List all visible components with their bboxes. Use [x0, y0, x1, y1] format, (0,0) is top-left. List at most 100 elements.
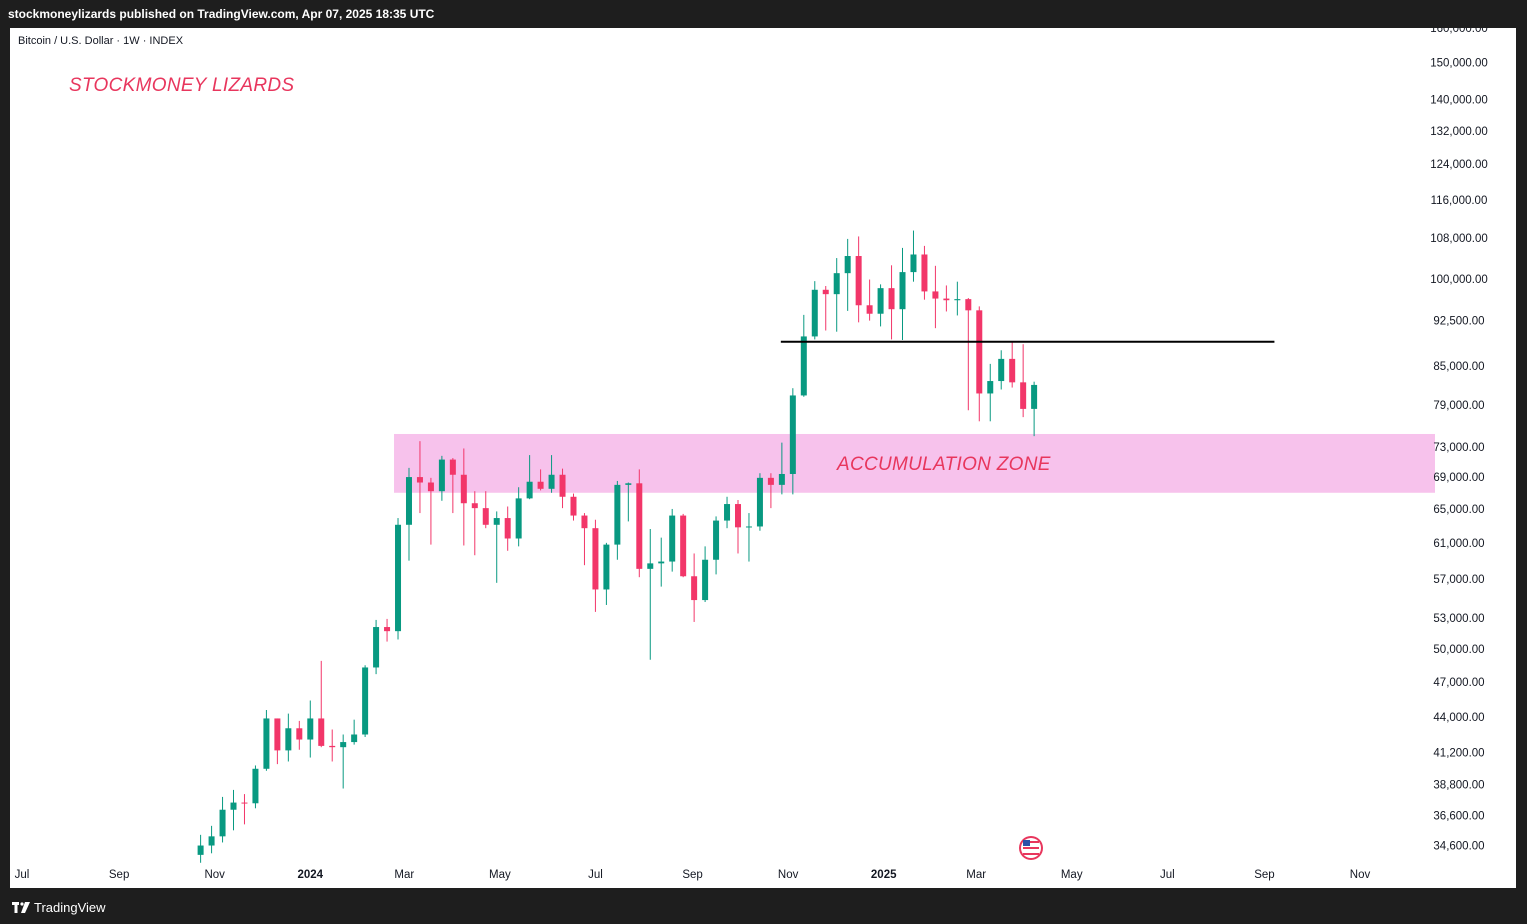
candle[interactable] [800, 314, 807, 397]
price-tick-label: 160,000.00 [1430, 28, 1488, 35]
candle[interactable] [658, 537, 665, 587]
candle[interactable] [197, 834, 204, 863]
candle[interactable] [745, 513, 752, 562]
candle[interactable] [482, 491, 489, 529]
candle-body [844, 256, 851, 274]
candle[interactable] [756, 473, 763, 531]
candle[interactable] [822, 285, 829, 331]
candle[interactable] [329, 729, 336, 762]
chart-frame[interactable]: 160,000.00 150,000.00 140,000.00 132,000.00… [10, 28, 1516, 888]
candle[interactable] [724, 496, 731, 529]
candle[interactable] [471, 491, 478, 556]
candle[interactable] [438, 455, 445, 501]
candle[interactable] [965, 298, 972, 411]
candle[interactable] [910, 230, 917, 282]
candle[interactable] [932, 265, 939, 329]
candle[interactable] [702, 546, 709, 603]
candle[interactable] [811, 281, 818, 340]
candle[interactable] [647, 529, 654, 660]
candle[interactable] [449, 458, 456, 514]
candle[interactable] [570, 493, 577, 521]
candle[interactable] [833, 258, 840, 332]
candle[interactable] [767, 473, 774, 509]
candle[interactable] [405, 467, 412, 561]
candle[interactable] [581, 513, 588, 566]
candle-body [460, 474, 467, 504]
candle[interactable] [504, 506, 511, 551]
candle[interactable] [713, 516, 720, 575]
candle[interactable] [548, 455, 555, 493]
candle[interactable] [954, 281, 961, 316]
time-tick-label: Jul [588, 869, 603, 881]
candle[interactable] [614, 480, 621, 560]
candle[interactable] [976, 306, 983, 422]
candle-body [724, 504, 731, 521]
candle-body [208, 836, 215, 846]
candle-body [570, 496, 577, 516]
candle[interactable] [1031, 381, 1038, 437]
candle[interactable] [252, 765, 259, 809]
candle[interactable] [230, 789, 237, 831]
candle[interactable] [296, 720, 303, 750]
price-tick-label: 140,000.00 [1430, 94, 1488, 106]
us-flag-icon[interactable] [1019, 836, 1043, 860]
candle[interactable] [208, 825, 215, 854]
candle[interactable] [789, 388, 796, 495]
candle[interactable] [921, 245, 928, 300]
price-tick-label: 124,000.00 [1430, 159, 1488, 171]
candle-body [811, 289, 818, 337]
candle-body [735, 504, 742, 528]
candle[interactable] [493, 511, 500, 583]
candle[interactable] [899, 247, 906, 341]
candle-body [548, 474, 555, 489]
candle[interactable] [537, 469, 544, 491]
candle[interactable] [559, 468, 566, 509]
candle-body [307, 718, 314, 740]
candle[interactable] [888, 265, 895, 340]
candle[interactable] [460, 448, 467, 546]
price-chart[interactable]: 160,000.00 150,000.00 140,000.00 132,000.00… [10, 28, 1516, 888]
candle[interactable] [735, 499, 742, 554]
candle[interactable] [285, 713, 292, 762]
candle[interactable] [427, 477, 434, 545]
candle[interactable] [384, 618, 391, 642]
candle[interactable] [526, 455, 533, 500]
candle-body [899, 272, 906, 310]
candle[interactable] [307, 700, 314, 758]
candle[interactable] [998, 350, 1005, 390]
candle-body [789, 395, 796, 474]
candle[interactable] [340, 734, 347, 789]
candle[interactable] [274, 718, 281, 765]
candle[interactable] [691, 553, 698, 622]
candle[interactable] [219, 796, 226, 843]
candle[interactable] [416, 441, 423, 514]
candle[interactable] [866, 279, 873, 321]
candle[interactable] [1020, 344, 1027, 418]
candle[interactable] [351, 719, 358, 745]
candle[interactable] [263, 710, 270, 771]
candle[interactable] [877, 284, 884, 327]
candle[interactable] [1009, 342, 1016, 388]
time-tick-label: 2025 [871, 869, 897, 881]
brand-title: STOCKMONEY LIZARDS [69, 75, 295, 96]
candle[interactable] [318, 660, 325, 748]
candle[interactable] [987, 363, 994, 422]
candle[interactable] [844, 238, 851, 311]
candle[interactable] [395, 518, 402, 640]
candle[interactable] [592, 519, 599, 612]
candle[interactable] [680, 513, 687, 578]
candle[interactable] [241, 794, 248, 825]
candle[interactable] [855, 236, 862, 323]
candle[interactable] [625, 482, 632, 522]
price-tick-label: 61,000.00 [1433, 538, 1484, 550]
candle[interactable] [515, 487, 522, 547]
candle[interactable] [669, 508, 676, 572]
candle[interactable] [373, 619, 380, 675]
candle-body [976, 310, 983, 394]
candle[interactable] [636, 469, 643, 578]
candle[interactable] [778, 442, 785, 495]
tradingview-logo[interactable]: TradingView [12, 900, 106, 915]
candle[interactable] [603, 542, 610, 605]
candle[interactable] [362, 665, 369, 738]
candle[interactable] [943, 285, 950, 312]
